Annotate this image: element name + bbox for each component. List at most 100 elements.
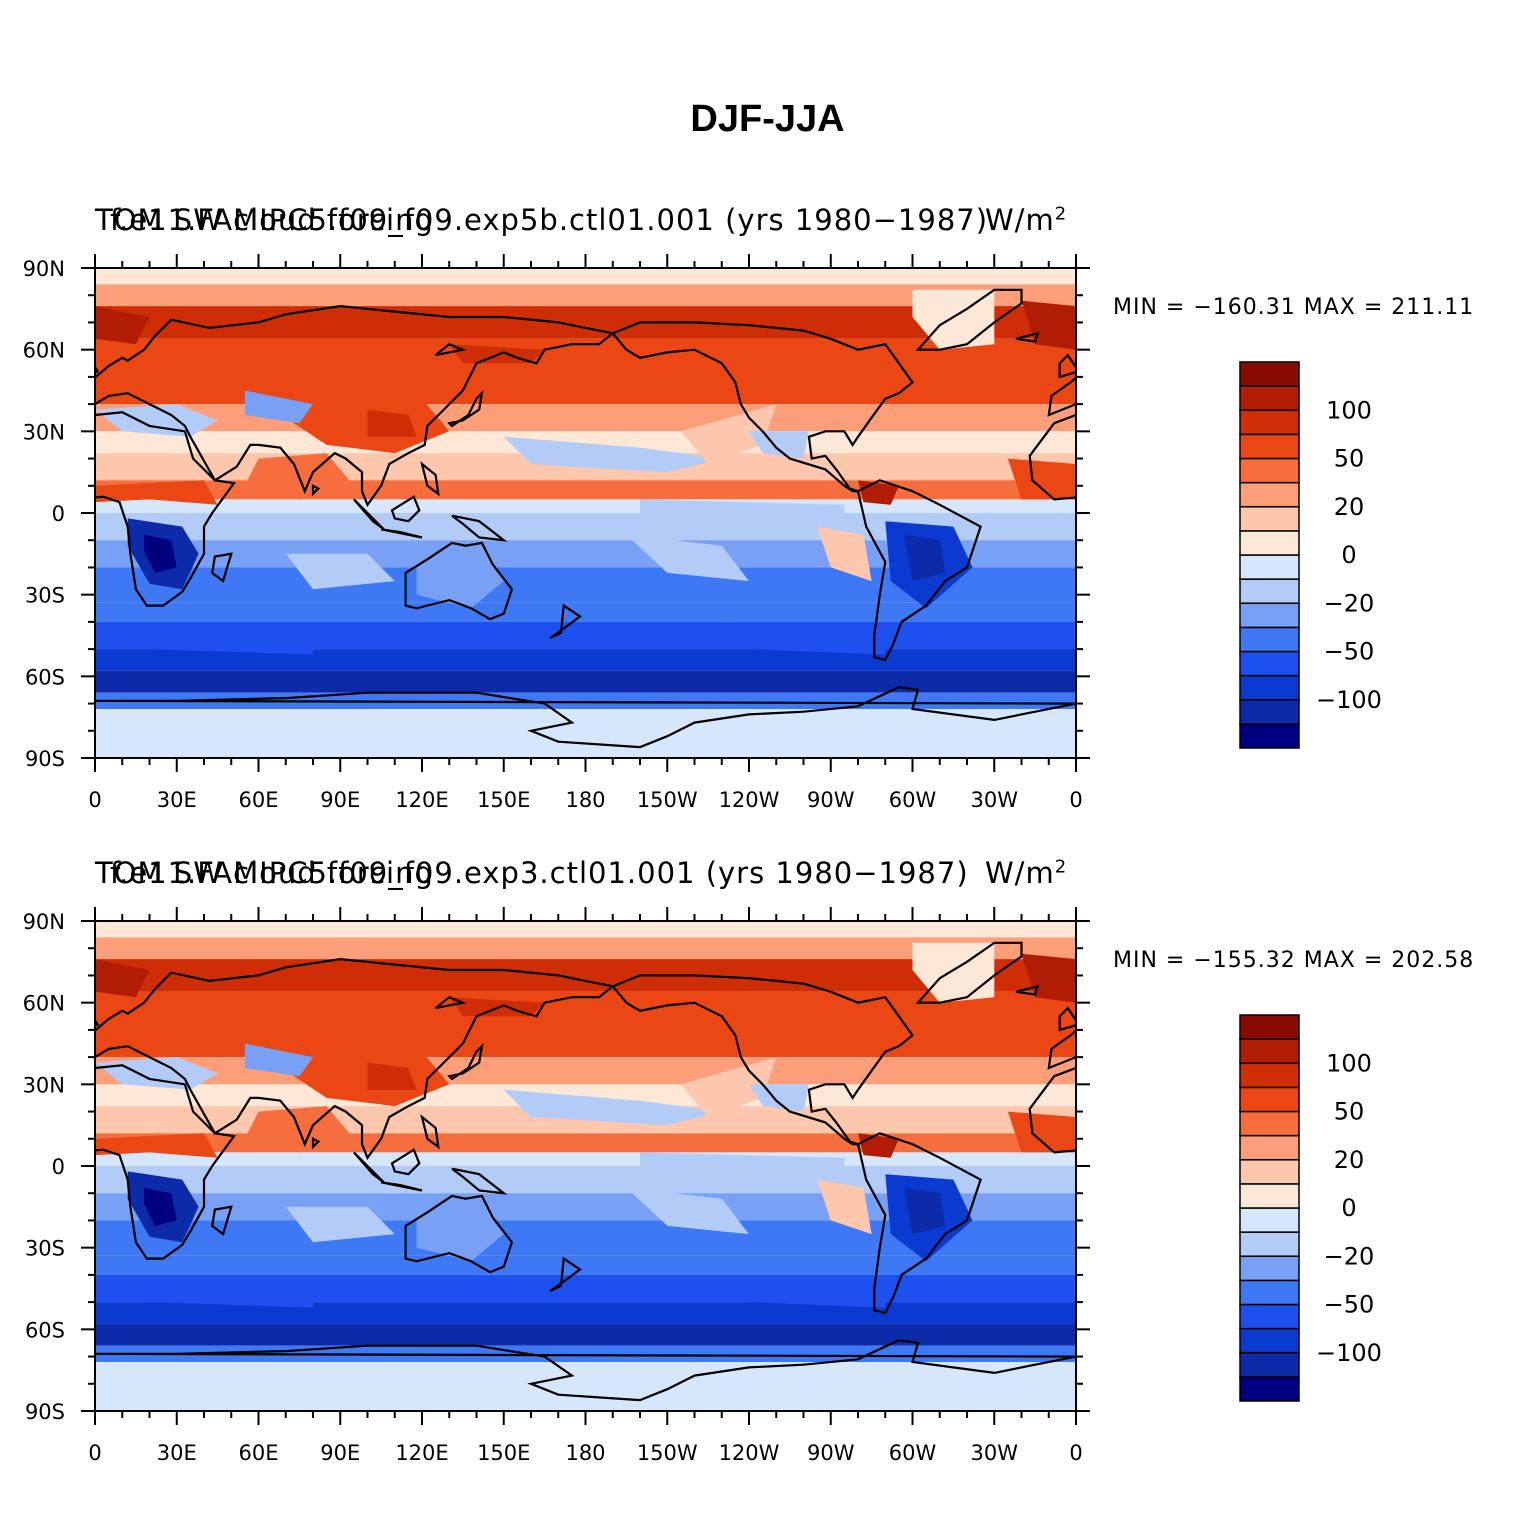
coastline <box>856 1132 982 1315</box>
contour-band <box>95 649 1076 671</box>
colorbar-swatch <box>1239 723 1300 749</box>
colorbar-swatch <box>1239 1255 1300 1282</box>
coastline <box>404 1194 514 1274</box>
colorbar-swatch <box>1239 1038 1300 1064</box>
colorbar-swatch <box>1239 385 1300 411</box>
coastline <box>1430 1046 1463 1079</box>
coastline <box>1058 353 1076 379</box>
colorbar-tick-label: 100 <box>1326 1049 1372 1077</box>
colorbar-swatch <box>1239 1207 1300 1233</box>
coastline <box>1075 1352 1076 1355</box>
coastline <box>390 1148 421 1176</box>
coastline <box>1433 1169 1485 1194</box>
contour-band <box>95 937 1076 960</box>
lat-tick-label: 30N <box>23 420 65 444</box>
contour-band <box>95 1302 1076 1324</box>
contour-band <box>95 1345 1076 1362</box>
lat-tick-label: 60N <box>23 992 65 1016</box>
lon-tick-label: 60W <box>889 1441 937 1465</box>
panel-variable-label: TOM SW cloud forcing <box>95 203 434 237</box>
lat-tick-label: 90N <box>23 257 65 281</box>
contour-region <box>640 499 845 513</box>
coastline <box>95 1064 236 1260</box>
lon-tick-label: 180 <box>565 788 605 812</box>
lon-tick-label: 120E <box>395 788 448 812</box>
colorbar-swatch <box>1239 361 1300 387</box>
colorbar-tick-label: 20 <box>1334 1146 1365 1174</box>
colorbar-swatch <box>1239 1279 1300 1306</box>
contour-band <box>95 268 1076 285</box>
panel-case-label: f.e11.FAMIPC5.f09_f09.exp3.ctl01.001 (yr… <box>110 856 969 890</box>
coastline <box>211 552 233 583</box>
contour-region <box>416 545 504 609</box>
contour-region <box>244 1043 313 1077</box>
contour-band <box>95 1323 1076 1346</box>
coastline <box>1387 543 1493 619</box>
coastline <box>549 603 582 640</box>
lon-tick-label: 0 <box>88 1441 101 1465</box>
colorbar-swatch <box>1239 506 1300 532</box>
contour-band <box>95 670 1076 693</box>
contour-band <box>95 1255 1076 1275</box>
colorbar-swatch <box>1239 409 1300 436</box>
coastline <box>1015 984 1040 996</box>
coastline <box>1362 529 1403 537</box>
contour-region <box>735 621 886 655</box>
contour-region <box>367 1062 417 1090</box>
contour-region <box>680 1057 777 1117</box>
lat-tick-label: 90N <box>23 910 65 934</box>
lat-tick-label: 90S <box>25 1400 65 1424</box>
coastline <box>1015 331 1040 343</box>
lat-tick-label: 30S <box>25 1237 65 1261</box>
contour-region <box>749 1084 809 1112</box>
coastline <box>95 304 616 508</box>
contour-region <box>1007 458 1076 500</box>
coastline <box>95 411 236 607</box>
contour-region <box>626 534 749 582</box>
colorbar-tick-label: −100 <box>1316 1339 1382 1367</box>
colorbar-swatch <box>1239 433 1300 460</box>
colorbar-swatch <box>1239 1062 1300 1089</box>
lat-tick-label: 0 <box>52 1155 65 1179</box>
lon-tick-label: 60W <box>889 788 937 812</box>
figure-title: DJF-JJA <box>690 98 845 140</box>
lon-tick-label: 30E <box>157 788 197 812</box>
lon-tick-label: 90E <box>320 1441 360 1465</box>
coastline <box>1417 997 1444 1008</box>
contour-band <box>95 1024 1076 1058</box>
lat-tick-label: 60S <box>25 1318 65 1342</box>
contour-band <box>95 1152 1076 1166</box>
min-max-label: MIN = −160.31 MAX = 211.11 <box>1113 295 1475 320</box>
contour-region <box>749 431 809 459</box>
coastline <box>1193 554 1212 581</box>
lon-tick-label: 30W <box>971 1441 1019 1465</box>
lat-tick-label: 90S <box>25 747 65 771</box>
colorbar-swatch <box>1239 481 1300 508</box>
contour-band <box>95 404 1076 432</box>
coastline <box>1403 464 1419 494</box>
contour-band <box>95 1133 1076 1153</box>
coastline <box>1417 344 1444 355</box>
coastline <box>1403 1117 1419 1147</box>
colorbar-swatch <box>1239 554 1300 580</box>
colorbar-tick-label: −50 <box>1324 638 1375 666</box>
coastline <box>380 1181 423 1192</box>
colorbar-swatch <box>1239 1086 1300 1113</box>
panel-case-label: f.e11.FAMIPC5.f09_f09.exp5b.ctl01.001 (y… <box>110 203 989 237</box>
lon-tick-label: 90E <box>320 788 360 812</box>
lon-tick-label: 0 <box>1069 788 1082 812</box>
lon-tick-label: 0 <box>1069 1441 1082 1465</box>
colorbar-tick-label: −50 <box>1324 1291 1375 1319</box>
contour-region <box>904 534 946 582</box>
lat-tick-label: 30N <box>23 1073 65 1097</box>
colorbar-tick-label: −100 <box>1316 686 1382 714</box>
colorbar-swatch <box>1239 1352 1300 1378</box>
colorbar: −100 −50 −20 0 20 50 100 <box>1239 1014 1382 1402</box>
coastline <box>1531 606 1535 639</box>
colorbar-swatch <box>1239 602 1300 629</box>
contour-map: 0 30E 60E 90E 120E 150E 180 150W 120W 90W 60W 30W 09… <box>23 254 1535 812</box>
colorbar-swatch <box>1239 530 1300 556</box>
coastline <box>1075 699 1076 702</box>
colorbar-tick-label: −20 <box>1324 1242 1375 1270</box>
contour-region <box>1007 1111 1076 1153</box>
